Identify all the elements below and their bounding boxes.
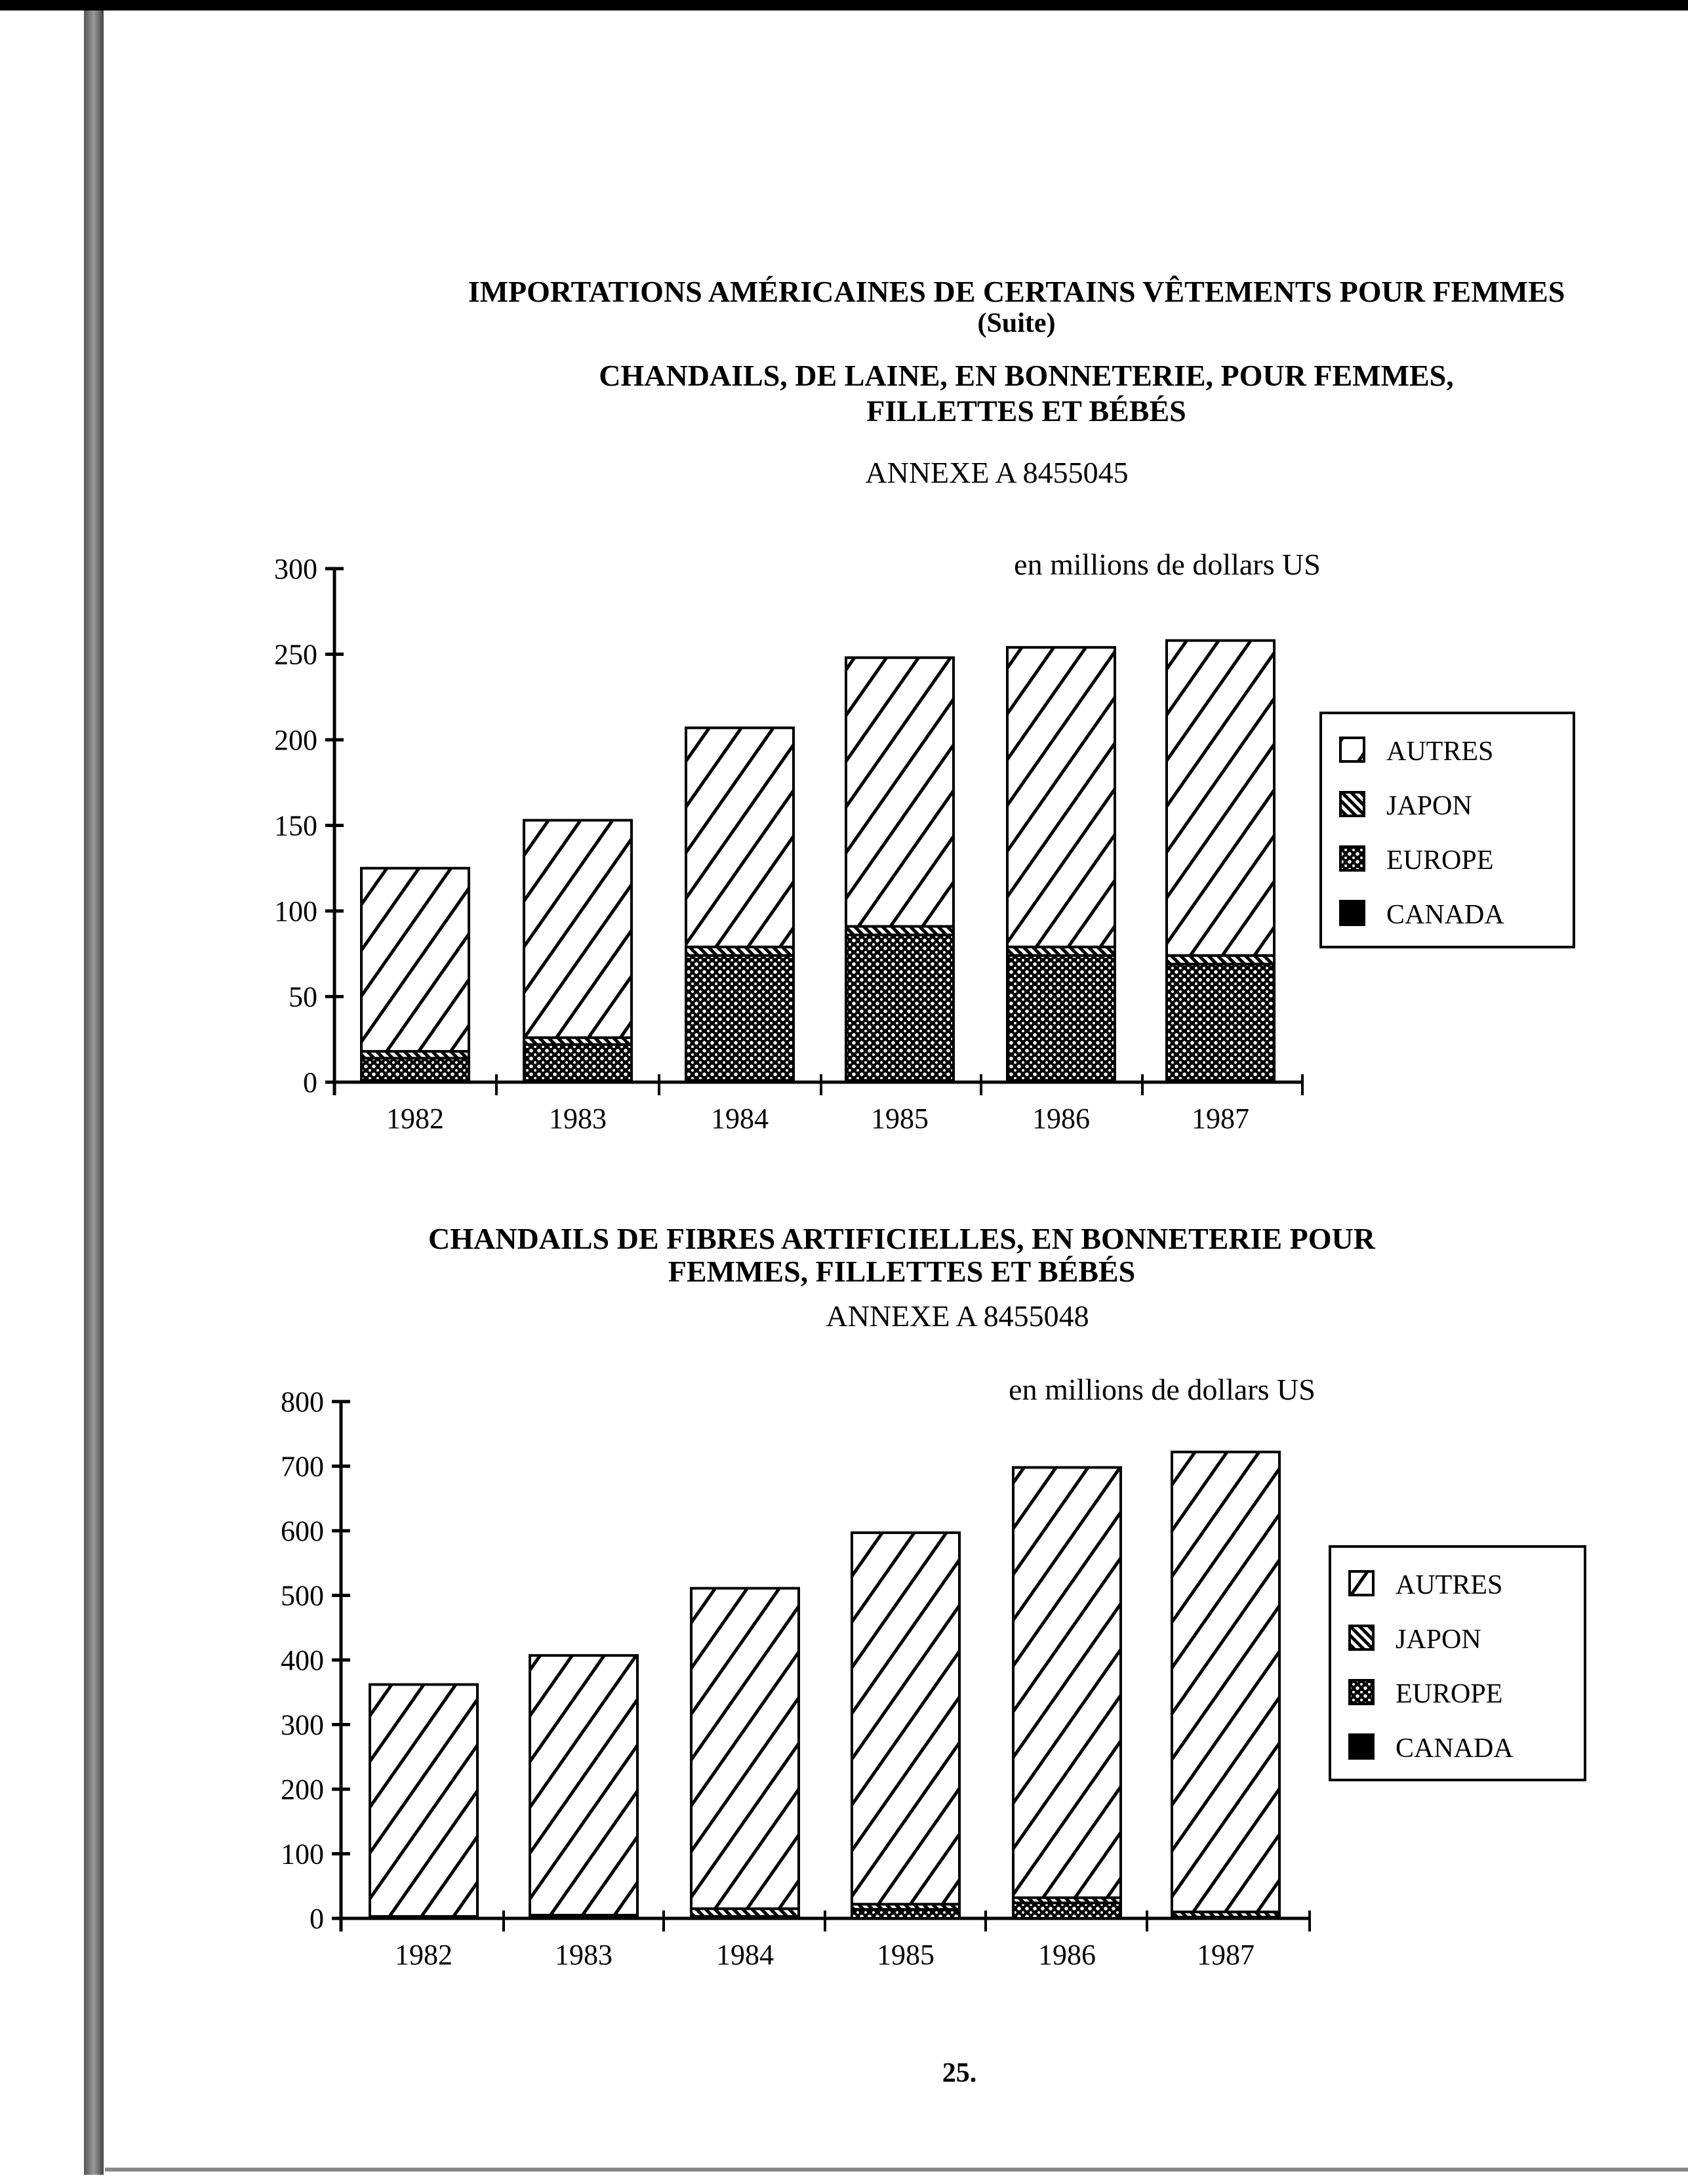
chart1-bar-1985-autres — [845, 656, 955, 928]
chart2-legend-label: AUTRES — [1396, 1570, 1502, 1600]
chart1-legend-label: AUTRES — [1386, 737, 1493, 767]
chart1-unit-label: en millions de dollars US — [1014, 548, 1321, 581]
chart1-bar-1982-autres — [360, 866, 470, 1053]
chart1-bar-1984-autres — [685, 726, 795, 948]
chart1-title-line2: FILLETTES ET BÉBÉS — [866, 394, 1186, 428]
chart1-legend-swatch-autres — [1339, 737, 1365, 763]
chart2-bar-1982-autres — [369, 1683, 479, 1918]
chart1-y-tick-label: 50 — [289, 981, 317, 1013]
chart2-bar-1984-autres — [690, 1587, 800, 1911]
page-bottom-edge — [105, 2168, 1688, 2172]
chart2-x-tick-label: 1985 — [877, 1939, 934, 1971]
chart1-bar-1984-europe — [685, 954, 795, 1082]
chart1-x-tick-label: 1987 — [1192, 1102, 1249, 1135]
page-number: 25. — [942, 2058, 977, 2088]
chart2-y-tick-label: 300 — [281, 1709, 324, 1741]
chart1-y-tick-label: 250 — [274, 639, 317, 671]
chart2-bar-1985-europe — [851, 1908, 961, 1920]
chart2-legend-label: CANADA — [1396, 1733, 1514, 1764]
chart2-bar-1986-europe — [1012, 1901, 1122, 1920]
chart1-x-tick-label: 1985 — [871, 1102, 929, 1135]
chart1-annex: ANNEXE A 8455045 — [865, 456, 1129, 489]
chart2-legend-label: EUROPE — [1396, 1679, 1502, 1709]
chart2-legend-swatch-canada — [1348, 1733, 1375, 1760]
chart2-x-tick-label: 1987 — [1197, 1939, 1255, 1971]
chart2-unit-label: en millions de dollars US — [1009, 1373, 1316, 1406]
chart1-legend-label: CANADA — [1386, 900, 1504, 930]
chart2-y-tick-label: 800 — [281, 1386, 324, 1418]
chart2-legend-label: JAPON — [1396, 1625, 1481, 1655]
chart1-bar-1986-autres — [1006, 646, 1116, 948]
chart2-bar-1987-autres — [1171, 1450, 1281, 1914]
chart2-y-tick-label: 400 — [281, 1644, 324, 1676]
chart2-y-tick-label: 500 — [281, 1580, 324, 1612]
chart1-bar-1986-europe — [1006, 954, 1116, 1082]
chart1-legend-swatch-canada — [1339, 900, 1365, 926]
chart2-legend-swatch-japon — [1348, 1625, 1375, 1651]
chart2-bar-1983-autres — [529, 1654, 639, 1917]
chart2-x-tick-label: 1984 — [716, 1939, 774, 1971]
page-subtitle: (Suite) — [977, 308, 1056, 338]
chart2-x-tick-label: 1983 — [555, 1939, 613, 1971]
chart1-y-tick-label: 200 — [274, 724, 317, 756]
chart1-y-tick-label: 0 — [303, 1066, 317, 1099]
chart1-x-tick-label: 1984 — [711, 1102, 769, 1135]
chart1-y-tick-label: 100 — [274, 895, 317, 927]
chart2-title-line2: FEMMES, FILLETTES ET BÉBÉS — [668, 1255, 1136, 1288]
chart2-x-tick-label: 1986 — [1038, 1939, 1096, 1971]
chart1-legend-label: EUROPE — [1386, 845, 1493, 876]
chart2-legend-swatch-autres — [1348, 1570, 1375, 1596]
chart1-bar-1985-europe — [845, 933, 955, 1082]
chart1-title-line1: CHANDAILS, DE LAINE, EN BONNETERIE, POUR… — [599, 359, 1454, 392]
chart2-title-line1: CHANDAILS DE FIBRES ARTIFICIELLES, EN BO… — [428, 1222, 1375, 1255]
chart2-x-tick-label: 1982 — [395, 1939, 452, 1971]
chart1-y-tick-label: 300 — [274, 553, 317, 585]
chart1-bar-1983-europe — [523, 1043, 633, 1082]
chart1-y-tick-label: 150 — [274, 810, 317, 842]
chart2-annex: ANNEXE A 8455048 — [826, 1299, 1089, 1333]
page-top-border — [0, 0, 1688, 10]
chart1-bar-1982-europe — [360, 1057, 470, 1082]
chart1-x-tick-label: 1982 — [386, 1102, 444, 1135]
chart2-bar-1986-autres — [1012, 1466, 1122, 1899]
chart1-bar-1987-europe — [1165, 962, 1276, 1082]
page-title: IMPORTATIONS AMÉRICAINES DE CERTAINS VÊT… — [468, 275, 1565, 308]
chart2-y-tick-label: 100 — [281, 1838, 324, 1871]
chart1-legend-label: JAPON — [1386, 791, 1472, 821]
chart1-x-tick-label: 1983 — [549, 1102, 607, 1135]
chart2-y-tick-label: 200 — [281, 1773, 324, 1806]
chart1-bar-1987-autres — [1165, 639, 1276, 957]
chart2-bar-1985-autres — [851, 1531, 961, 1906]
chart1-legend-swatch-japon — [1339, 791, 1365, 817]
chart2-y-tick-label: 700 — [281, 1451, 324, 1483]
chart1-bar-1983-autres — [523, 819, 633, 1040]
chart2-y-tick-label: 600 — [281, 1515, 324, 1547]
chart2-y-tick-label: 0 — [310, 1903, 324, 1935]
chart2-legend-swatch-europe — [1348, 1679, 1375, 1705]
page-binding-edge — [84, 10, 104, 2175]
chart1-legend-swatch-europe — [1339, 845, 1365, 872]
chart1-x-tick-label: 1986 — [1032, 1102, 1090, 1135]
